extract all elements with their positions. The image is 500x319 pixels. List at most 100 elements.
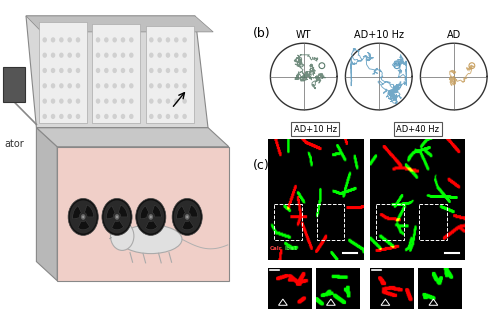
Circle shape	[60, 53, 63, 57]
Circle shape	[68, 99, 71, 103]
Circle shape	[52, 84, 54, 88]
Circle shape	[76, 84, 80, 88]
Circle shape	[52, 115, 54, 118]
Circle shape	[113, 53, 116, 57]
Circle shape	[166, 99, 170, 103]
Circle shape	[183, 38, 186, 42]
Circle shape	[43, 115, 46, 118]
Circle shape	[60, 69, 63, 72]
Circle shape	[52, 99, 54, 103]
Polygon shape	[39, 22, 87, 123]
Circle shape	[130, 99, 133, 103]
Circle shape	[150, 53, 153, 57]
Circle shape	[166, 53, 170, 57]
Circle shape	[172, 198, 203, 235]
Polygon shape	[177, 206, 185, 219]
Circle shape	[122, 69, 124, 72]
Circle shape	[114, 214, 119, 220]
Circle shape	[174, 69, 178, 72]
Polygon shape	[112, 221, 124, 230]
Circle shape	[186, 216, 188, 218]
Text: AD+40 Hz: AD+40 Hz	[396, 125, 439, 134]
Circle shape	[52, 38, 54, 42]
Circle shape	[130, 53, 133, 57]
Polygon shape	[36, 128, 57, 281]
Circle shape	[122, 99, 124, 103]
Circle shape	[138, 200, 164, 234]
Circle shape	[81, 214, 86, 220]
Circle shape	[150, 38, 153, 42]
Polygon shape	[78, 221, 90, 230]
Circle shape	[183, 84, 186, 88]
Polygon shape	[188, 205, 198, 217]
Circle shape	[185, 214, 190, 220]
Circle shape	[68, 69, 71, 72]
Circle shape	[96, 99, 100, 103]
Circle shape	[96, 53, 100, 57]
Circle shape	[113, 84, 116, 88]
Circle shape	[82, 216, 84, 218]
Bar	[376, 204, 404, 240]
Circle shape	[68, 84, 71, 88]
Circle shape	[130, 69, 133, 72]
Text: (c): (c)	[253, 160, 270, 172]
Circle shape	[113, 99, 116, 103]
Title: AD: AD	[446, 30, 461, 40]
Circle shape	[52, 69, 54, 72]
Polygon shape	[146, 26, 194, 123]
Circle shape	[43, 38, 46, 42]
Circle shape	[122, 53, 124, 57]
Circle shape	[174, 200, 201, 234]
Bar	[274, 204, 301, 240]
Circle shape	[130, 115, 133, 118]
Circle shape	[43, 84, 46, 88]
Circle shape	[122, 38, 124, 42]
Circle shape	[158, 99, 161, 103]
Circle shape	[105, 115, 108, 118]
Circle shape	[158, 115, 161, 118]
Polygon shape	[92, 24, 140, 123]
Circle shape	[76, 69, 80, 72]
FancyBboxPatch shape	[2, 67, 25, 102]
Circle shape	[174, 53, 178, 57]
Circle shape	[60, 84, 63, 88]
Circle shape	[183, 69, 186, 72]
Polygon shape	[106, 206, 115, 219]
Circle shape	[43, 53, 46, 57]
Polygon shape	[84, 205, 94, 217]
Circle shape	[166, 69, 170, 72]
Circle shape	[68, 53, 71, 57]
Bar	[419, 204, 447, 240]
Circle shape	[104, 200, 130, 234]
Circle shape	[166, 84, 170, 88]
Circle shape	[105, 99, 108, 103]
Circle shape	[52, 53, 54, 57]
Circle shape	[105, 53, 108, 57]
Circle shape	[43, 69, 46, 72]
Text: AD+10 Hz: AD+10 Hz	[294, 125, 337, 134]
Text: ator: ator	[4, 138, 24, 149]
Circle shape	[76, 99, 80, 103]
Circle shape	[166, 115, 170, 118]
Circle shape	[105, 84, 108, 88]
Polygon shape	[36, 128, 229, 147]
Polygon shape	[152, 205, 161, 217]
Title: AD+10 Hz: AD+10 Hz	[354, 30, 404, 40]
Polygon shape	[140, 206, 149, 219]
Circle shape	[130, 84, 133, 88]
Circle shape	[68, 38, 71, 42]
Circle shape	[158, 53, 161, 57]
Circle shape	[60, 38, 63, 42]
Circle shape	[68, 115, 71, 118]
Polygon shape	[182, 221, 194, 230]
Circle shape	[110, 222, 134, 250]
Circle shape	[68, 198, 98, 235]
Ellipse shape	[120, 225, 182, 254]
Polygon shape	[57, 147, 229, 281]
Circle shape	[158, 69, 161, 72]
Circle shape	[174, 84, 178, 88]
Polygon shape	[26, 16, 208, 128]
Circle shape	[174, 115, 178, 118]
Bar	[316, 204, 344, 240]
Circle shape	[43, 99, 46, 103]
